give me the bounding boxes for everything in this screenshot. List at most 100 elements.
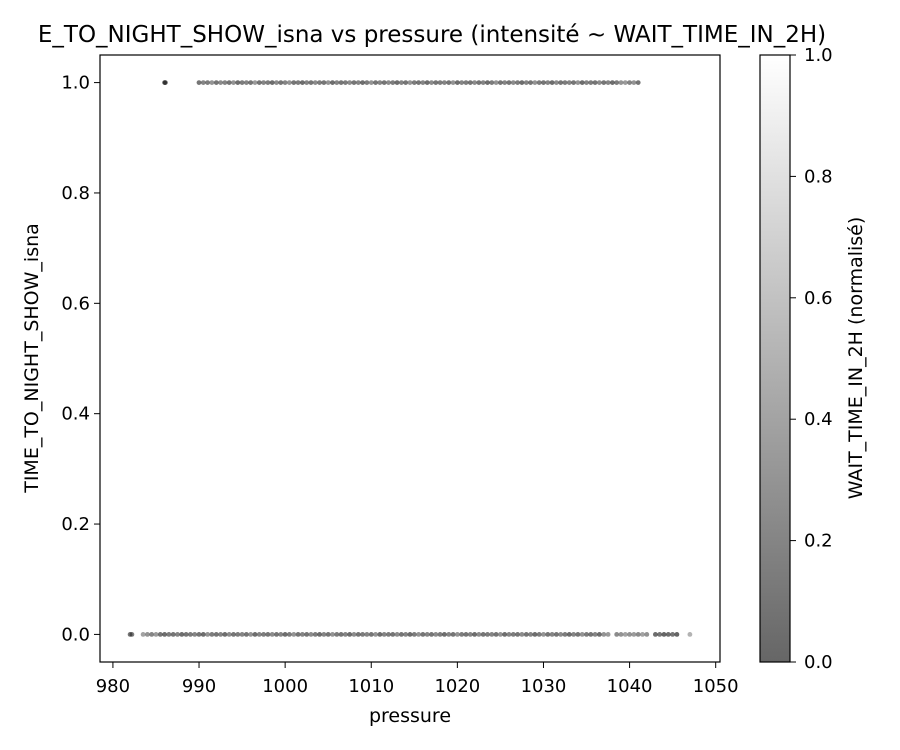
data-point: [416, 632, 421, 637]
data-point: [605, 80, 611, 85]
data-point: [446, 80, 452, 85]
y-axis-label: TIME_TO_NIGHT_SHOW_isna: [21, 223, 43, 494]
data-point: [584, 632, 589, 637]
data-point: [351, 80, 357, 85]
data-point: [674, 632, 680, 637]
data-point: [360, 632, 365, 637]
colorbar-label: WAIT_TIME_IN_2H (normalisé): [845, 217, 867, 500]
y-tick-label: 0.4: [61, 404, 90, 425]
data-point: [640, 632, 645, 637]
data-point: [407, 632, 413, 637]
data-point: [261, 632, 266, 637]
data-point: [536, 632, 542, 637]
data-point: [312, 632, 318, 637]
data-point: [317, 80, 322, 85]
data-point: [627, 632, 632, 637]
data-point: [265, 632, 271, 637]
x-tick-label: 1030: [521, 676, 567, 697]
data-point: [368, 632, 374, 637]
data-point: [261, 80, 266, 85]
data-point: [209, 632, 215, 637]
data-point: [618, 632, 624, 637]
colorbar-tick-label: 0.6: [804, 288, 833, 309]
data-point: [282, 632, 288, 637]
data-point: [644, 632, 650, 637]
data-point: [278, 80, 284, 85]
data-point: [627, 80, 632, 85]
data-point: [213, 80, 219, 85]
data-point: [489, 80, 495, 85]
data-point: [304, 80, 310, 85]
colorbar-tick-label: 0.4: [804, 409, 833, 430]
data-point: [635, 80, 641, 85]
data-point: [510, 632, 516, 637]
data-point: [450, 632, 456, 637]
data-point: [399, 632, 404, 637]
data-point: [472, 80, 477, 85]
data-point: [657, 632, 663, 637]
data-point: [498, 632, 503, 637]
data-point: [334, 80, 340, 85]
data-point: [153, 632, 159, 637]
data-point: [170, 632, 176, 637]
data-point: [437, 80, 443, 85]
x-tick-label: 1010: [348, 676, 394, 697]
data-point: [549, 632, 555, 637]
data-point: [222, 632, 228, 637]
data-point: [330, 80, 335, 85]
data-point: [347, 80, 353, 85]
data-point: [330, 632, 335, 637]
data-point: [493, 632, 499, 637]
data-point: [545, 80, 551, 85]
data-point: [213, 632, 219, 637]
y-axis-ticks: 0.0 0.2 0.4 0.6 0.8 1.0: [61, 73, 100, 645]
data-point: [416, 80, 421, 85]
data-point: [343, 80, 348, 85]
data-point: [506, 632, 512, 637]
data-point: [541, 632, 546, 637]
data-point: [343, 632, 348, 637]
data-point: [528, 632, 533, 637]
data-point: [618, 80, 624, 85]
data-point: [631, 80, 637, 85]
data-point: [248, 632, 254, 637]
data-point: [368, 80, 374, 85]
data-point: [256, 80, 262, 85]
data-point: [149, 632, 155, 637]
data-point: [429, 80, 434, 85]
data-point: [554, 80, 559, 85]
data-point: [205, 632, 211, 637]
data-point: [562, 632, 568, 637]
data-point: [291, 80, 297, 85]
data-point: [274, 80, 279, 85]
data-point: [399, 80, 404, 85]
data-point: [424, 80, 430, 85]
data-point: [480, 632, 486, 637]
data-point: [489, 632, 495, 637]
x-tick-label: 1000: [262, 676, 308, 697]
data-point: [635, 632, 641, 637]
data-point: [386, 80, 391, 85]
data-point: [166, 632, 172, 637]
data-point: [394, 632, 400, 637]
data-point: [476, 80, 482, 85]
data-point: [287, 80, 292, 85]
data-point: [200, 80, 206, 85]
data-point: [226, 80, 232, 85]
data-point: [502, 80, 508, 85]
data-point: [300, 632, 305, 637]
data-point: [549, 80, 555, 85]
data-point: [256, 632, 262, 637]
data-point: [510, 80, 516, 85]
data-point: [188, 632, 193, 637]
data-point: [605, 632, 611, 637]
x-tick-label: 1040: [607, 676, 653, 697]
data-point: [278, 632, 284, 637]
plot-frame: [99, 54, 721, 663]
data-point: [455, 632, 460, 637]
data-point: [411, 632, 417, 637]
data-point: [528, 80, 533, 85]
data-point: [377, 80, 383, 85]
data-point: [295, 80, 301, 85]
data-point: [312, 80, 318, 85]
